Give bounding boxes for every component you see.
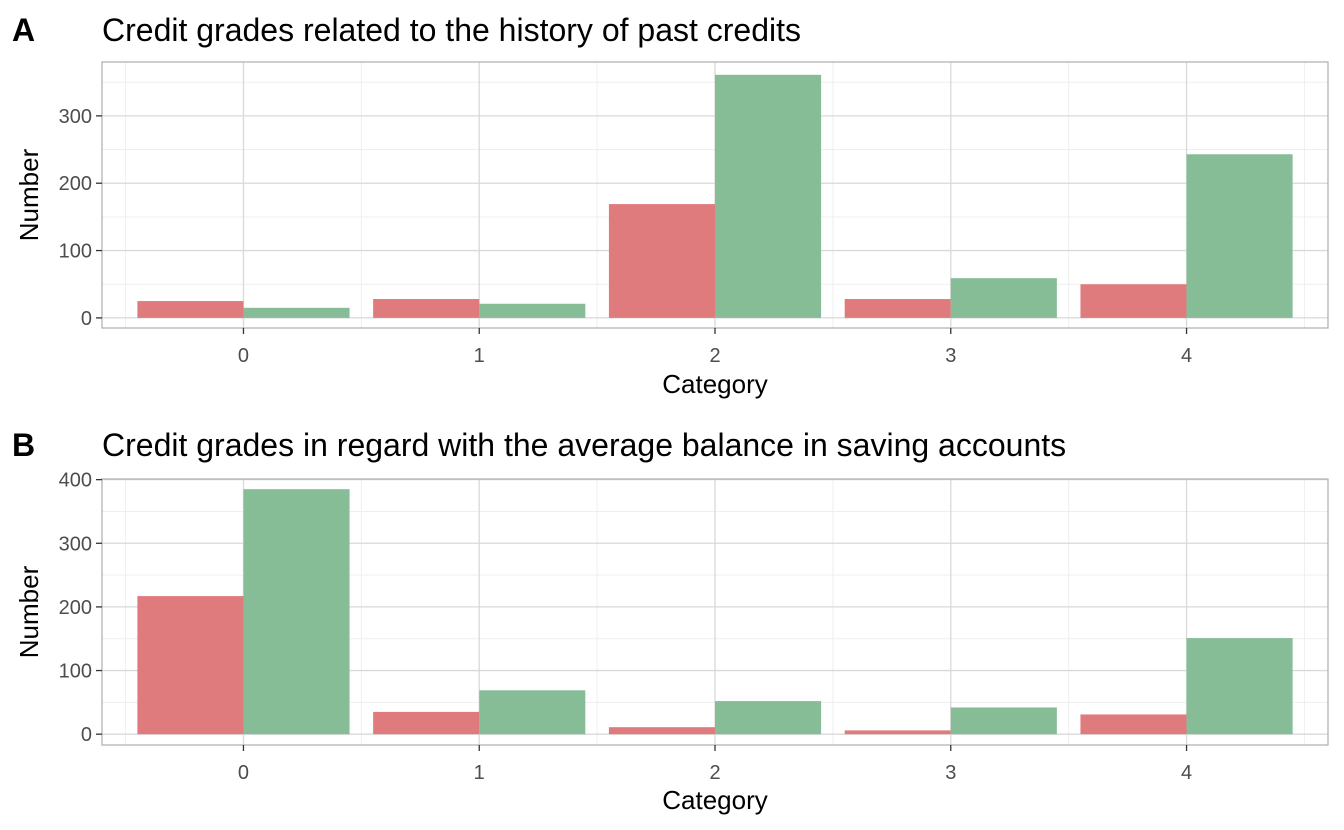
bar-series-2-cat-4 xyxy=(1186,154,1293,318)
panel-label-B: B xyxy=(12,427,35,463)
y-tick-label: 300 xyxy=(59,106,92,128)
x-axis-title: Category xyxy=(662,369,768,399)
x-tick-label: 4 xyxy=(1181,762,1192,784)
x-tick-label: 1 xyxy=(474,345,485,367)
bar-series-1-cat-4 xyxy=(1080,284,1187,318)
y-tick-label: 200 xyxy=(59,597,92,619)
bar-series-2-cat-2 xyxy=(715,74,822,318)
y-tick-label: 100 xyxy=(59,241,92,263)
bar-series-2-cat-1 xyxy=(479,303,586,318)
x-tick-label: 0 xyxy=(238,762,249,784)
x-axis-title: Category xyxy=(662,785,768,815)
bar-series-2-cat-0 xyxy=(243,489,350,735)
y-tick-label: 400 xyxy=(59,470,92,492)
bar-series-1-cat-2 xyxy=(608,727,715,735)
bar-series-1-cat-0 xyxy=(137,301,244,318)
bar-series-1-cat-2 xyxy=(608,204,715,318)
x-tick-label: 0 xyxy=(238,345,249,367)
x-tick-label: 3 xyxy=(945,762,956,784)
y-tick-label: 0 xyxy=(81,724,92,746)
bar-series-2-cat-3 xyxy=(950,707,1057,735)
bar-series-2-cat-3 xyxy=(950,278,1057,318)
panel-label-A: A xyxy=(12,12,35,48)
x-tick-label: 2 xyxy=(709,762,720,784)
chart-title: Credit grades in regard with the average… xyxy=(102,427,1066,463)
y-tick-label: 200 xyxy=(59,173,92,195)
bar-series-1-cat-3 xyxy=(844,299,951,318)
bar-series-1-cat-4 xyxy=(1080,714,1187,735)
bar-series-2-cat-2 xyxy=(715,701,822,735)
bar-series-1-cat-1 xyxy=(373,299,480,318)
bar-series-2-cat-1 xyxy=(479,690,586,735)
bar-series-1-cat-1 xyxy=(373,711,480,735)
x-tick-label: 2 xyxy=(709,345,720,367)
y-tick-label: 300 xyxy=(59,533,92,555)
bar-series-2-cat-4 xyxy=(1186,638,1293,735)
x-tick-label: 3 xyxy=(945,345,956,367)
bar-series-1-cat-0 xyxy=(137,596,244,735)
bar-series-2-cat-0 xyxy=(243,307,350,318)
x-tick-label: 4 xyxy=(1181,345,1192,367)
chart-title: Credit grades related to the history of … xyxy=(102,12,801,48)
y-axis-title: Number xyxy=(14,148,44,241)
y-tick-label: 0 xyxy=(81,308,92,330)
y-tick-label: 100 xyxy=(59,661,92,683)
bar-series-1-cat-3 xyxy=(844,730,951,735)
x-tick-label: 1 xyxy=(474,762,485,784)
y-axis-title: Number xyxy=(14,565,44,658)
